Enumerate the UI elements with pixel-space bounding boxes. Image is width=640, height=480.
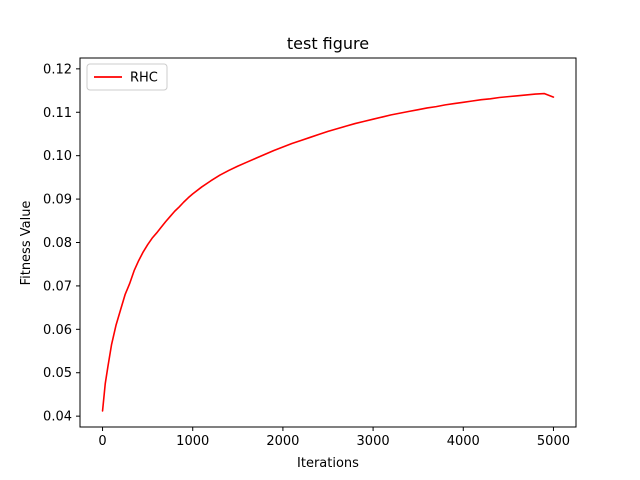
y-axis-ticks: 0.04 0.05 0.06 0.07 0.08 0.09 0.10 0.11 0.12 <box>43 62 80 425</box>
y-tick-label: 0.12 <box>43 62 72 77</box>
plot-area <box>80 58 576 427</box>
x-axis-ticks: 0 1000 2000 3000 4000 5000 <box>98 427 570 449</box>
y-tick-label: 0.09 <box>43 193 72 208</box>
x-tick-label: 3000 <box>357 434 390 449</box>
legend-label-rhc: RHC <box>130 71 158 86</box>
x-tick-label: 1000 <box>176 434 209 449</box>
y-tick-label: 0.10 <box>43 149 72 164</box>
y-tick-label: 0.05 <box>43 366 72 381</box>
x-tick-label: 0 <box>98 434 106 449</box>
y-tick-label: 0.06 <box>43 323 72 338</box>
x-tick-label: 4000 <box>447 434 480 449</box>
y-tick-label: 0.04 <box>43 410 72 425</box>
y-tick-label: 0.07 <box>43 279 72 294</box>
y-tick-label: 0.11 <box>43 106 72 121</box>
y-axis-title: Fitness Value <box>19 201 34 286</box>
legend-box <box>86 63 168 91</box>
series-line-rhc <box>101 92 555 412</box>
chart-title: test figure <box>287 34 369 53</box>
legend: RHC <box>86 63 168 91</box>
x-tick-label: 2000 <box>266 434 299 449</box>
x-tick-label: 5000 <box>537 434 570 449</box>
x-axis-title: Iterations <box>297 456 359 471</box>
y-tick-label: 0.08 <box>43 236 72 251</box>
series-layer <box>101 92 555 412</box>
plot-frame <box>79 57 577 428</box>
